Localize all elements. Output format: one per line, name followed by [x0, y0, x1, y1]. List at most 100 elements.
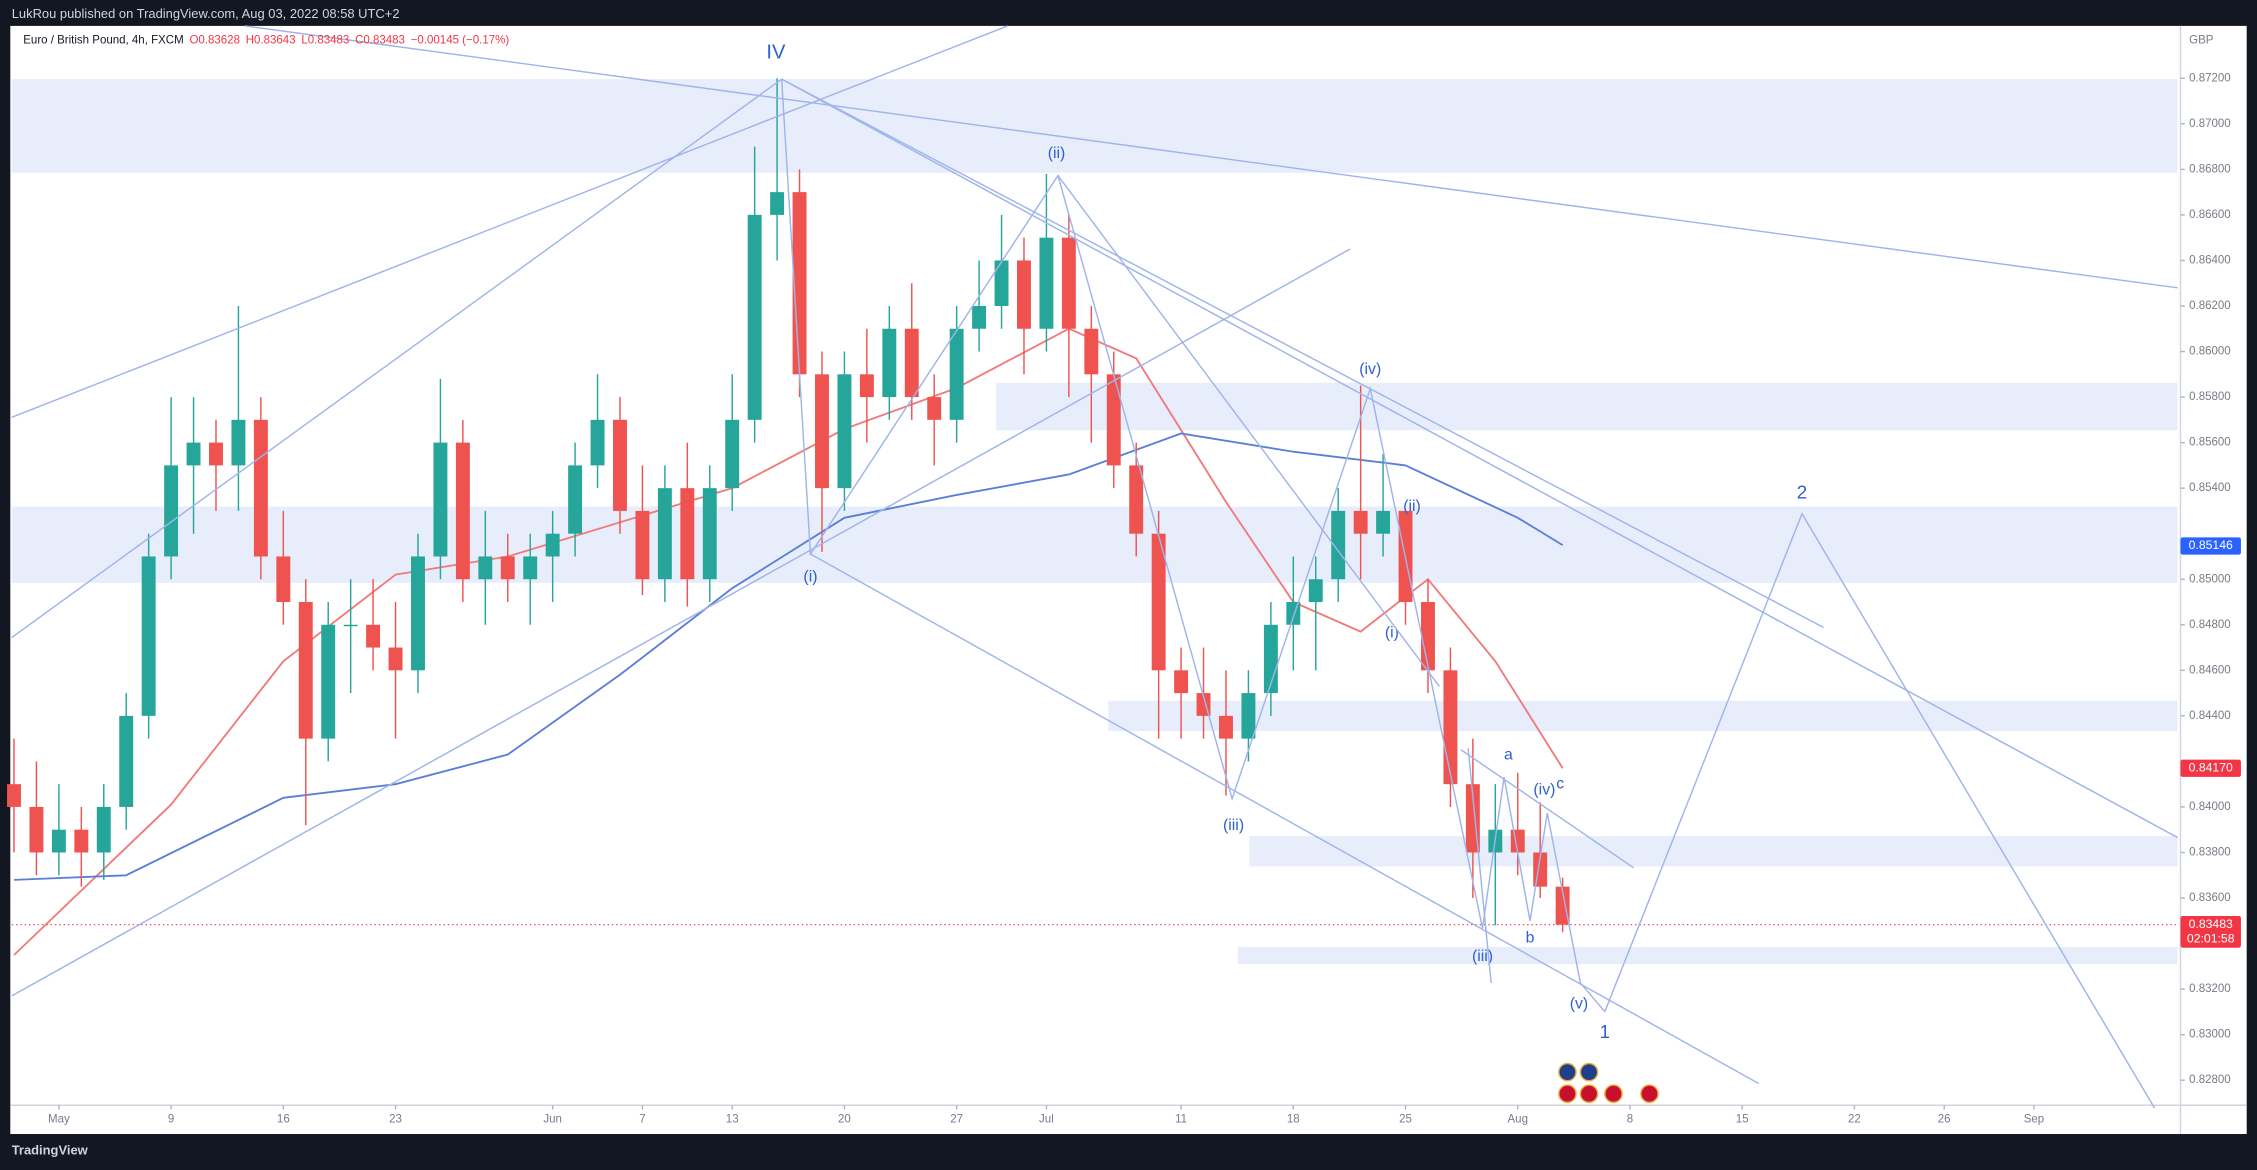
candle-body [1353, 510, 1368, 534]
legend: Euro / British Pound, 4h, FXCM O0.83628 H0… [23, 34, 509, 46]
candle-body [1219, 715, 1233, 739]
trend-line [781, 78, 1824, 629]
candle-body [657, 488, 672, 580]
x-tick-label: May [48, 1114, 70, 1126]
candle-body [927, 397, 942, 420]
axes: Euro / British Pound, 4h, FXCM O0.83628 H0… [23, 34, 2241, 1126]
candle-body [590, 419, 605, 466]
candle-body [1286, 602, 1301, 625]
trend-line [810, 553, 1760, 1085]
candle-body [478, 556, 493, 580]
candle-body [725, 419, 740, 489]
trend-line [11, 248, 1351, 997]
y-tick-label: 0.83000 [2189, 1029, 2231, 1041]
zone [1237, 946, 2178, 965]
wave-label: 1 [1600, 1021, 1610, 1042]
wave-label: (iii) [1472, 948, 1493, 965]
y-tick-label: 0.84000 [2189, 801, 2231, 813]
candle-body [186, 442, 201, 466]
event-icon[interactable] [1558, 1084, 1577, 1104]
candle-body [1106, 374, 1121, 466]
event-icon[interactable] [1604, 1084, 1623, 1104]
x-tick-label: 22 [1848, 1114, 1861, 1126]
candle-body [859, 374, 874, 398]
trend-line [781, 78, 2178, 839]
candle-body [545, 533, 560, 557]
price-tag-label: 0.83483 [2189, 917, 2233, 931]
candle-body [29, 806, 44, 853]
price-tag-countdown: 02:01:58 [2187, 931, 2235, 945]
candle-body [500, 556, 515, 580]
candle-body [253, 419, 268, 557]
trend-line [244, 25, 2178, 289]
x-tick-label: Jul [1039, 1114, 1054, 1126]
zone [996, 382, 2178, 431]
legend-change: −0.00145 (−0.17%) [411, 34, 510, 46]
y-tick-label: 0.86600 [2189, 209, 2231, 221]
candle-body [904, 328, 919, 398]
candle-body [455, 442, 470, 580]
y-tick-label: 0.84800 [2189, 619, 2231, 631]
wave-label: (iv) [1359, 361, 1381, 378]
candle-body [388, 647, 403, 671]
candle-body [680, 488, 695, 580]
wave-label: (v) [1570, 996, 1588, 1013]
event-icon[interactable] [1558, 1062, 1577, 1082]
candle-body [321, 624, 336, 739]
event-icon[interactable] [1579, 1062, 1599, 1082]
trend-line [1467, 748, 1492, 983]
candle-body [1017, 260, 1031, 329]
legend-high: H0.83643 [246, 34, 296, 46]
y-tick-label: 0.86000 [2189, 346, 2231, 358]
candle-body [994, 260, 1009, 306]
y-tick-label: 0.83600 [2189, 892, 2231, 904]
currency: GBP [2189, 34, 2214, 46]
wave-label: (i) [1385, 624, 1399, 641]
candle-body [837, 374, 852, 489]
y-tick-label: 0.85600 [2189, 437, 2231, 449]
candle-body [1421, 602, 1435, 671]
candle-body [366, 624, 381, 648]
y-tick-label: 0.86200 [2189, 300, 2231, 312]
candle-body [1308, 579, 1323, 603]
candle-body [770, 192, 785, 215]
price-tag-label: 0.84170 [2189, 760, 2233, 774]
y-tick-label: 0.86800 [2189, 163, 2231, 175]
candle-body [209, 442, 223, 466]
trend-line [11, 78, 783, 639]
candle-body [1129, 465, 1144, 534]
legend-open: O0.83628 [189, 34, 240, 46]
wave-label: (iv) [1533, 781, 1555, 798]
candle-body [231, 419, 246, 466]
candle-body [972, 305, 987, 329]
wave-label: IV [766, 42, 786, 64]
candle-body [411, 556, 425, 671]
price-tag [2180, 759, 2241, 777]
legend-close: C0.83483 [355, 34, 405, 46]
x-tick-label: Aug [1508, 1114, 1528, 1126]
event-icon[interactable] [1579, 1084, 1599, 1104]
price-tag-label: 0.85146 [2189, 538, 2233, 552]
candle-body [141, 556, 156, 716]
y-tick-label: 0.87000 [2189, 118, 2231, 130]
candle-body [96, 806, 111, 853]
x-tick-label: 16 [277, 1114, 290, 1126]
wave-label: b [1526, 929, 1535, 946]
wave-label: (iii) [1223, 817, 1244, 834]
x-tick-label: Sep [2024, 1114, 2044, 1126]
x-tick-label: 23 [389, 1114, 402, 1126]
candle-body [1151, 533, 1166, 671]
event-icon[interactable] [1640, 1084, 1659, 1104]
x-tick-label: 7 [639, 1114, 645, 1126]
footer-logo: TradingView [12, 1143, 89, 1158]
x-tick-label: 25 [1399, 1114, 1412, 1126]
candle-body [613, 419, 627, 511]
y-tick-label: 0.84400 [2189, 710, 2231, 722]
x-tick-label: 27 [950, 1114, 963, 1126]
legend-symbol: Euro / British Pound, 4h, FXCM [23, 34, 183, 46]
candle-body [1555, 886, 1570, 925]
zone [11, 506, 2178, 583]
x-tick-label: 26 [1938, 1114, 1951, 1126]
zone [1108, 700, 2178, 732]
